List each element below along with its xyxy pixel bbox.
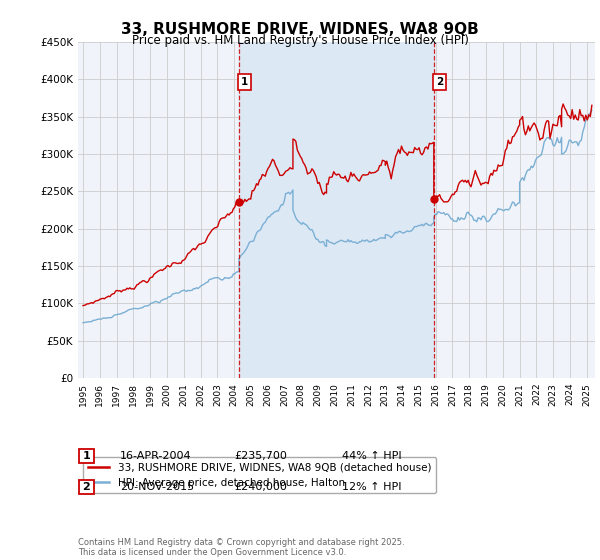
- Text: 1: 1: [83, 451, 90, 461]
- Text: 2: 2: [83, 482, 90, 492]
- Text: £240,000: £240,000: [234, 482, 287, 492]
- Text: 1: 1: [241, 77, 248, 87]
- Text: 20-NOV-2015: 20-NOV-2015: [120, 482, 194, 492]
- Text: 44% ↑ HPI: 44% ↑ HPI: [342, 451, 401, 461]
- Text: 16-APR-2004: 16-APR-2004: [120, 451, 191, 461]
- FancyBboxPatch shape: [79, 480, 94, 494]
- Text: 33, RUSHMORE DRIVE, WIDNES, WA8 9QB: 33, RUSHMORE DRIVE, WIDNES, WA8 9QB: [121, 22, 479, 38]
- Text: £235,700: £235,700: [234, 451, 287, 461]
- Legend: 33, RUSHMORE DRIVE, WIDNES, WA8 9QB (detached house), HPI: Average price, detach: 33, RUSHMORE DRIVE, WIDNES, WA8 9QB (det…: [83, 457, 436, 493]
- Text: Price paid vs. HM Land Registry's House Price Index (HPI): Price paid vs. HM Land Registry's House …: [131, 34, 469, 46]
- Text: 12% ↑ HPI: 12% ↑ HPI: [342, 482, 401, 492]
- FancyBboxPatch shape: [79, 449, 94, 464]
- Bar: [239, 42, 434, 378]
- Text: 2: 2: [436, 77, 443, 87]
- Text: Contains HM Land Registry data © Crown copyright and database right 2025.
This d: Contains HM Land Registry data © Crown c…: [78, 538, 404, 557]
